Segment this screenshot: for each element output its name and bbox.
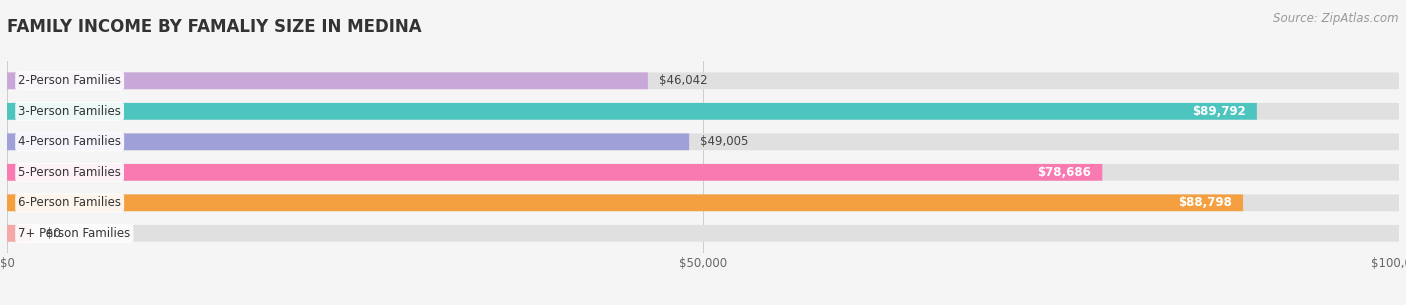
- Text: 7+ Person Families: 7+ Person Families: [18, 227, 131, 240]
- FancyBboxPatch shape: [7, 195, 1399, 211]
- Text: 6-Person Families: 6-Person Families: [18, 196, 121, 209]
- FancyBboxPatch shape: [7, 225, 1399, 242]
- Text: 2-Person Families: 2-Person Families: [18, 74, 121, 87]
- Text: $88,798: $88,798: [1178, 196, 1232, 209]
- FancyBboxPatch shape: [7, 225, 32, 242]
- FancyBboxPatch shape: [7, 73, 1399, 89]
- FancyBboxPatch shape: [7, 103, 1257, 120]
- Text: $78,686: $78,686: [1038, 166, 1091, 179]
- FancyBboxPatch shape: [7, 103, 1399, 120]
- Text: FAMILY INCOME BY FAMALIY SIZE IN MEDINA: FAMILY INCOME BY FAMALIY SIZE IN MEDINA: [7, 18, 422, 36]
- Text: $46,042: $46,042: [659, 74, 707, 87]
- Text: 4-Person Families: 4-Person Families: [18, 135, 121, 148]
- Text: $0: $0: [46, 227, 60, 240]
- Text: 3-Person Families: 3-Person Families: [18, 105, 121, 118]
- FancyBboxPatch shape: [7, 134, 689, 150]
- FancyBboxPatch shape: [7, 164, 1102, 181]
- FancyBboxPatch shape: [7, 134, 1399, 150]
- Text: 5-Person Families: 5-Person Families: [18, 166, 121, 179]
- FancyBboxPatch shape: [7, 164, 1399, 181]
- Text: $89,792: $89,792: [1192, 105, 1246, 118]
- FancyBboxPatch shape: [7, 73, 648, 89]
- Text: Source: ZipAtlas.com: Source: ZipAtlas.com: [1274, 12, 1399, 25]
- Text: $49,005: $49,005: [700, 135, 748, 148]
- FancyBboxPatch shape: [7, 195, 1243, 211]
